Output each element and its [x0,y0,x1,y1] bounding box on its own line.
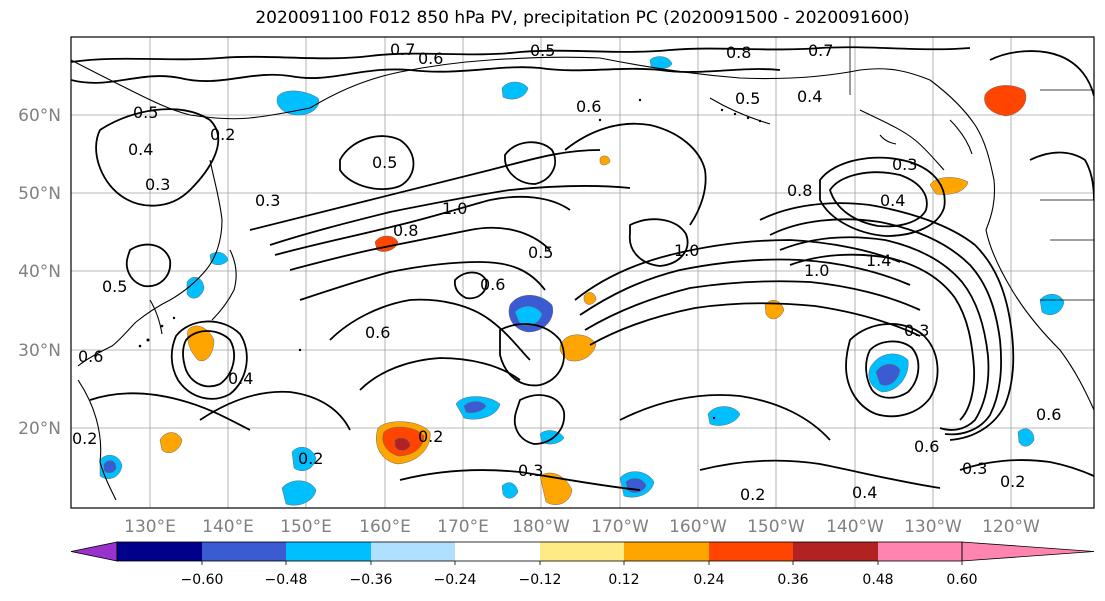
colorbar-tick-label: −0.12 [519,572,562,588]
contour-label: 0.6 [365,323,390,342]
contour-label: 0.4 [852,483,877,502]
contour-label: 0.6 [418,49,443,68]
contour-label: 0.4 [128,140,153,159]
colorbar-tick-label: 0.60 [946,572,977,588]
contour-label: 0.3 [518,461,543,480]
contour-label: 0.3 [892,155,917,174]
lat-label: 40°N [18,262,61,282]
contour-label: 0.8 [726,43,751,62]
lon-label: 170°E [437,517,489,537]
colorbar-tick-label: −0.36 [350,572,393,588]
contour-label: 0.3 [255,191,280,210]
contour-label: 0.2 [1000,472,1025,491]
contour-label: 0.8 [393,221,418,240]
contour-label: 0.2 [210,125,235,144]
colorbar-segment [709,542,793,561]
contour-label: 0.3 [962,459,987,478]
contour-label: 0.5 [133,103,158,122]
longitude-labels: 130°E 140°E 150°E 160°E 170°E 180°W 170°… [124,517,1040,537]
lon-label: 130°W [904,517,962,537]
contour-label: 0.7 [390,40,415,59]
map-frame [70,36,1095,509]
contour-label: 0.6 [1036,405,1061,424]
lon-label: 180°W [512,517,570,537]
contour-label: 1.0 [442,199,467,218]
lon-label: 130°E [124,517,176,537]
contour-label: 0.7 [808,41,833,60]
contour-label: 0.4 [228,369,253,388]
lon-label: 150°W [747,517,805,537]
colorbar-segment [286,542,371,561]
contour-label: 0.5 [528,243,553,262]
colorbar-tick-label: 0.24 [693,572,724,588]
contour-label: 0.5 [372,153,397,172]
contour-label: 0.5 [102,277,127,296]
colorbar: −0.60 −0.48 −0.36 −0.24 −0.12 0.12 0.24 … [70,541,1095,588]
colorbar-segment [202,542,286,561]
colorbar-segment [455,542,540,561]
colorbar-segment [371,542,455,561]
lat-label: 60°N [18,106,61,126]
island-marks [138,98,762,420]
contour-label: 0.6 [576,97,601,116]
lat-label: 30°N [18,341,61,361]
colorbar-tick-label: −0.60 [181,572,224,588]
contour-label: 0.2 [418,427,443,446]
map-title: 2020091100 F012 850 hPa PV, precipitatio… [255,8,910,28]
contour-labels: 0.7 0.6 0.5 0.8 0.7 0.6 0.5 0.4 0.5 0.4 … [72,40,1061,504]
contour-label: 0.3 [904,321,929,340]
coastlines [71,37,1094,501]
colorbar-segment [117,542,202,561]
colorbar-segment [878,542,962,561]
colorbar-extend-max [961,541,1095,562]
colorbar-extend-min [70,541,118,562]
latitude-labels: 60°N 50°N 40°N 30°N 20°N [18,106,61,439]
pv-contours [71,46,1094,491]
colorbar-tick-label: 0.48 [862,572,893,588]
lon-label: 140°W [826,517,884,537]
colorbar-tick-label: −0.48 [265,572,308,588]
contour-label: 1.4 [866,251,891,270]
colorbar-segment [793,542,878,561]
contour-label: 0.5 [530,41,555,60]
contour-label: 0.6 [480,275,505,294]
contour-label: 0.5 [735,89,760,108]
precipitation-shading [99,56,1065,506]
contour-label: 1.0 [674,241,699,260]
lon-label: 170°W [591,517,649,537]
contour-label: 0.6 [78,347,103,366]
contour-label: 0.3 [145,175,170,194]
lat-label: 50°N [18,184,61,204]
colorbar-tick-label: −0.24 [434,572,477,588]
contour-label: 0.6 [914,437,939,456]
contour-label: 0.4 [797,87,822,106]
lon-label: 150°E [280,517,332,537]
contour-label: 0.2 [740,485,765,504]
contour-label: 1.0 [804,261,829,280]
colorbar-tick-label: 0.12 [608,572,639,588]
contour-label: 0.8 [787,181,812,200]
colorbar-segment [624,542,709,561]
lat-label: 20°N [18,419,61,439]
lon-label: 160°E [359,517,411,537]
contour-label: 0.4 [880,191,905,210]
colorbar-tick-label: 0.36 [777,572,808,588]
map-background [71,37,1094,508]
contour-label: 0.2 [298,449,323,468]
contour-label: 0.2 [72,429,97,448]
colorbar-segment [540,542,624,561]
lon-label: 140°E [202,517,254,537]
lon-label: 120°W [982,517,1040,537]
lon-label: 160°W [669,517,727,537]
